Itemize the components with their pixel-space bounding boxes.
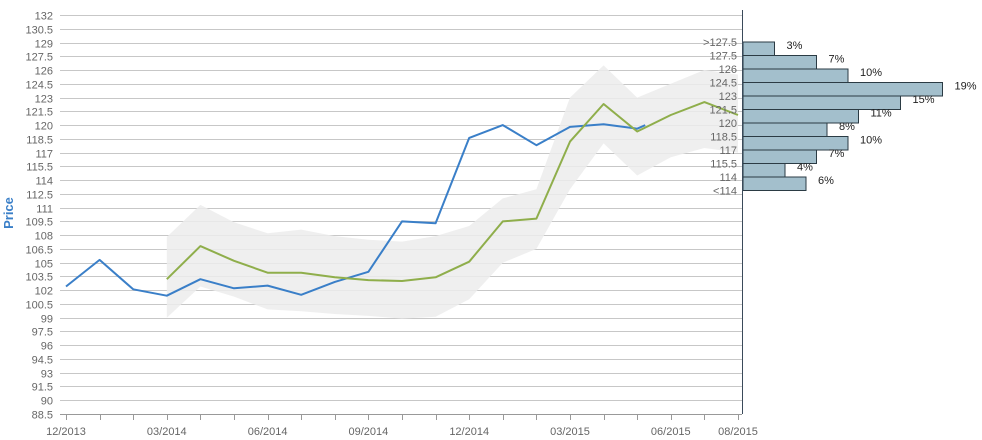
y-tick-label: 124.5 — [25, 80, 53, 92]
gridlines — [60, 15, 742, 415]
y-tick-label: 100.5 — [25, 300, 53, 312]
histogram-value-label: 19% — [955, 81, 977, 93]
forecast-series-line — [166, 101, 739, 282]
y-tick-label: 94.5 — [32, 355, 53, 367]
y-tick-label: 88.5 — [32, 410, 53, 422]
y-tick-label: 117 — [35, 149, 53, 161]
histogram-value-label: 7% — [829, 148, 845, 160]
histogram-category-label: 121.5 — [709, 105, 737, 117]
y-tick-label: 111 — [36, 204, 53, 216]
histogram-category-label: 126 — [719, 64, 737, 76]
y-axis-tick-labels: 88.5 90 91.593 94.5 96 97.599 100.5 102 103.5105… — [25, 11, 53, 422]
x-tick-label: 12/2014 — [449, 426, 489, 438]
y-tick-label: 114 — [35, 176, 53, 188]
histogram-category-label: 114 — [719, 172, 737, 184]
x-tick-label: 06/2014 — [248, 426, 288, 438]
y-tick-label: 105 — [35, 259, 53, 271]
histogram-value-label: 10% — [860, 135, 882, 147]
x-tick-label: 06/2015 — [651, 426, 691, 438]
y-tick-label: 126 — [35, 66, 53, 78]
x-tick-label: 09/2014 — [349, 426, 389, 438]
y-tick-label: 120 — [35, 121, 53, 133]
histogram-value-label: 7% — [829, 54, 845, 66]
histogram-value-label: 8% — [839, 121, 855, 133]
y-tick-label: 93 — [41, 369, 53, 381]
y-tick-label: 97.5 — [32, 327, 53, 339]
axes — [60, 10, 743, 420]
histogram-bar — [742, 163, 786, 178]
y-tick-label: 99 — [41, 314, 53, 326]
histogram-value-label: 15% — [913, 94, 935, 106]
x-tick-label: 08/2015 — [718, 426, 758, 438]
y-tick-label: 118.5 — [26, 135, 53, 147]
histogram-value-label: 4% — [797, 162, 813, 174]
histogram-category-label: <114 — [713, 186, 737, 198]
histogram-bar — [742, 176, 807, 191]
y-tick-label: 103.5 — [25, 272, 53, 284]
y-tick-label: 129 — [35, 39, 53, 51]
series-lines — [65, 101, 739, 297]
confidence-band-area — [166, 65, 739, 319]
y-tick-label: 127.5 — [25, 52, 53, 64]
histogram-bar — [742, 68, 849, 83]
histogram-bar — [742, 55, 817, 70]
confidence-band — [166, 65, 739, 319]
y-tick-label: 132 — [35, 11, 53, 23]
histogram-category-label: 124.5 — [709, 78, 737, 90]
histogram-category-label: 120 — [719, 118, 737, 130]
x-axis-tick-labels: 12/2013 03/2014 06/2014 09/2014 12/2014 03/20… — [46, 426, 758, 438]
histogram-category-label: 115.5 — [710, 159, 737, 171]
y-tick-label: 112.5 — [26, 190, 53, 202]
y-tick-label: 130.5 — [25, 25, 53, 37]
histogram-category-label: 117 — [719, 145, 737, 157]
histogram-value-label: 6% — [818, 175, 834, 187]
histogram-bar — [742, 41, 775, 56]
y-axis-label: Price — [1, 197, 16, 229]
histogram-category-label: 118.5 — [710, 132, 737, 144]
y-tick-label: 123 — [35, 94, 53, 106]
x-tick-label: 03/2015 — [550, 426, 590, 438]
histogram-value-label: 3% — [787, 40, 803, 52]
histogram-value-label: 10% — [860, 67, 882, 79]
histogram-category-label: 123 — [719, 91, 737, 103]
x-tick-label: 03/2014 — [147, 426, 187, 438]
y-tick-label: 90 — [41, 396, 53, 408]
histogram-category-label: 127.5 — [709, 51, 737, 63]
y-tick-label: 121.5 — [25, 107, 53, 119]
y-tick-label: 91.5 — [32, 382, 53, 394]
distribution-histogram: >127.5 3% 127.5 7% 126 10% 124.5 19% 123 15% 121.5… — [703, 37, 977, 198]
y-tick-label: 109.5 — [25, 217, 53, 229]
actual-series-line — [65, 123, 646, 297]
y-tick-label: 108 — [35, 231, 53, 243]
y-tick-label: 96 — [41, 341, 53, 353]
histogram-value-label: 11% — [871, 108, 892, 120]
y-tick-label: 106.5 — [25, 245, 53, 257]
histogram-bar — [742, 122, 828, 137]
x-tick-label: 12/2013 — [46, 426, 86, 438]
y-tick-label: 102 — [35, 286, 53, 298]
y-tick-label: 115.5 — [26, 162, 53, 174]
histogram-category-label: >127.5 — [703, 37, 737, 49]
